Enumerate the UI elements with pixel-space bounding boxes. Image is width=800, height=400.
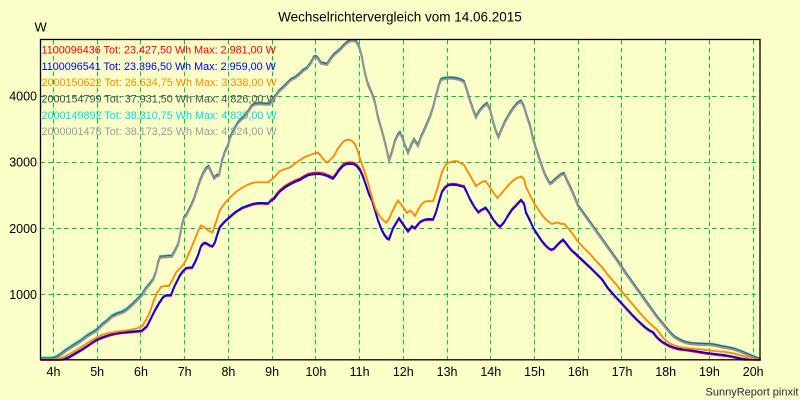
svg-text:13h: 13h: [437, 365, 458, 379]
svg-text:17h: 17h: [612, 365, 633, 379]
svg-text:1100096541 Tot: 23.396,50 Wh M: 1100096541 Tot: 23.396,50 Wh Max: 2.959,…: [42, 61, 277, 73]
svg-text:7h: 7h: [178, 365, 192, 379]
svg-text:5h: 5h: [90, 365, 104, 379]
svg-text:9h: 9h: [265, 365, 279, 379]
svg-text:8h: 8h: [221, 365, 235, 379]
svg-text:19h: 19h: [699, 365, 720, 379]
svg-text:10h: 10h: [305, 365, 326, 379]
svg-text:2000149892 Tot: 38.310,75 Wh M: 2000149892 Tot: 38.310,75 Wh Max: 4.830,…: [42, 110, 278, 122]
svg-text:Wechselrichtervergleich vom 14: Wechselrichtervergleich vom 14.06.2015: [278, 10, 522, 25]
svg-text:2000001478 Tot: 38.173,25 Wh M: 2000001478 Tot: 38.173,25 Wh Max: 4.824,…: [42, 126, 278, 138]
svg-text:11h: 11h: [350, 365, 370, 379]
svg-text:18h: 18h: [655, 365, 676, 379]
svg-text:14h: 14h: [480, 365, 501, 379]
svg-text:15h: 15h: [524, 365, 545, 379]
svg-text:2000154799 Tot: 37.931,50 Wh M: 2000154799 Tot: 37.931,50 Wh Max: 4.826,…: [42, 93, 278, 105]
svg-text:1100096436 Tot: 23.427,50 Wh M: 1100096436 Tot: 23.427,50 Wh Max: 2.981,…: [42, 45, 277, 57]
svg-text:16h: 16h: [568, 365, 589, 379]
svg-text:2000150622 Tot: 26.634,75 Wh M: 2000150622 Tot: 26.634,75 Wh Max: 3.338,…: [42, 77, 278, 89]
svg-text:6h: 6h: [134, 365, 148, 379]
svg-text:W: W: [35, 20, 48, 35]
svg-text:1000: 1000: [9, 288, 37, 302]
svg-text:20h: 20h: [743, 365, 764, 379]
svg-text:2000: 2000: [9, 222, 37, 236]
svg-text:4h: 4h: [47, 365, 61, 379]
svg-text:4000: 4000: [9, 90, 37, 104]
svg-text:SunnyReport pinxit: SunnyReport pinxit: [706, 387, 799, 399]
svg-text:12h: 12h: [393, 365, 414, 379]
svg-text:3000: 3000: [9, 156, 37, 170]
